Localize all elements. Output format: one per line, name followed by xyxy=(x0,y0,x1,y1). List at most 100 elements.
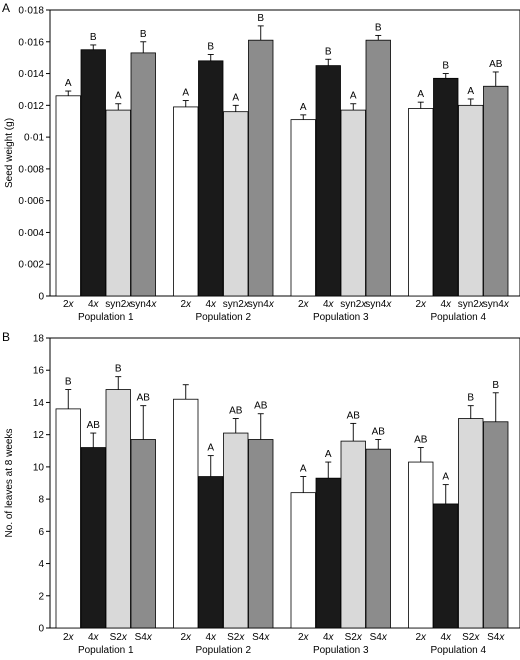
x-tick-label: 2x xyxy=(180,632,192,643)
plot-frame xyxy=(49,337,520,629)
y-tick-label: 8 xyxy=(38,495,44,506)
group-label: Population 4 xyxy=(430,645,486,656)
significance-letter: B xyxy=(375,22,382,33)
bar xyxy=(483,85,509,297)
x-tick-label: 4x xyxy=(205,632,217,643)
x-tick-label: syn2x xyxy=(458,299,485,310)
x-tick-label: 2x xyxy=(415,299,427,310)
x-tick-label: 4x xyxy=(323,632,335,643)
y-tick-label: 0 xyxy=(38,292,44,303)
x-tick-label: S2x xyxy=(110,632,128,643)
bar xyxy=(315,65,341,297)
bar xyxy=(365,448,391,629)
bar xyxy=(223,111,249,297)
bar xyxy=(198,60,224,297)
x-tick-label: 2x xyxy=(63,632,75,643)
significance-letter: A xyxy=(65,78,72,89)
significance-letter: A xyxy=(182,88,189,99)
bar xyxy=(55,408,81,629)
x-tick-label: S2x xyxy=(345,632,363,643)
y-tick-label: 16 xyxy=(33,366,45,377)
x-tick-label: syn4x xyxy=(365,299,392,310)
significance-letter: A xyxy=(350,91,357,102)
bar xyxy=(315,477,341,629)
bar xyxy=(55,95,81,297)
significance-letter: B xyxy=(90,32,97,43)
bar xyxy=(248,439,274,629)
panel-label: B xyxy=(2,330,10,344)
significance-letter: A xyxy=(300,464,307,475)
significance-letter: AB xyxy=(254,401,268,412)
chart-panel-a: A Seed weight (g) 0 0·002 0·004 0·006 0·008 0·0… xyxy=(2,1,520,323)
significance-letter: A xyxy=(115,91,122,102)
y-tick-label: 0·002 xyxy=(18,260,44,271)
x-tick-label: 2x xyxy=(298,299,310,310)
y-tick-label: 0·01 xyxy=(24,133,44,144)
significance-letter: B xyxy=(115,364,122,375)
significance-letter: B xyxy=(467,393,474,404)
significance-letter: B xyxy=(207,41,214,52)
bar xyxy=(290,492,316,629)
x-tick-label: 4x xyxy=(440,299,452,310)
x-tick-label: 2x xyxy=(415,632,427,643)
significance-letter: A xyxy=(232,92,239,103)
y-tick-label: 10 xyxy=(33,462,45,473)
x-tick-label: 2x xyxy=(298,632,310,643)
y-tick-label: 0·012 xyxy=(18,101,44,112)
group-label: Population 2 xyxy=(195,645,251,656)
x-tick-label: S2x xyxy=(462,632,480,643)
panel-label: A xyxy=(2,1,10,15)
x-tick-label: 4x xyxy=(440,632,452,643)
y-tick-label: 0·016 xyxy=(18,37,44,48)
x-tick-label: 2x xyxy=(63,299,75,310)
group-label: Population 2 xyxy=(195,312,251,323)
group-label: Population 3 xyxy=(313,645,369,656)
y-tick-label: 0 xyxy=(38,624,44,635)
x-tick-label: syn4x xyxy=(483,299,510,310)
bar xyxy=(483,421,509,629)
bar xyxy=(223,432,249,629)
x-tick-label: syn2x xyxy=(105,299,132,310)
significance-letter: B xyxy=(65,377,72,388)
x-tick-label: S4x xyxy=(370,632,388,643)
x-tick-label: 4x xyxy=(323,299,335,310)
bar xyxy=(458,104,484,297)
bar xyxy=(173,398,199,629)
x-tick-label: 4x xyxy=(88,632,100,643)
x-tick-label: S2x xyxy=(227,632,245,643)
significance-letter: A xyxy=(300,102,307,113)
bar xyxy=(105,109,131,297)
group-label: Population 3 xyxy=(313,312,369,323)
significance-letter: B xyxy=(140,29,147,40)
bar xyxy=(248,39,274,297)
group-label: Population 1 xyxy=(78,312,134,323)
bar xyxy=(290,119,316,297)
x-tick-label: 2x xyxy=(180,299,192,310)
bar xyxy=(433,77,459,297)
bar xyxy=(340,109,366,297)
x-tick-label: S4x xyxy=(252,632,270,643)
bar xyxy=(105,389,131,629)
x-tick-label: syn4x xyxy=(248,299,275,310)
significance-letter: AB xyxy=(229,406,243,417)
bar xyxy=(408,108,434,297)
significance-letter: AB xyxy=(372,427,386,438)
bar xyxy=(340,440,366,629)
y-tick-label: 14 xyxy=(33,398,45,409)
bar xyxy=(173,106,199,297)
significance-letter: A xyxy=(417,89,424,100)
bar xyxy=(130,439,156,629)
significance-letter: AB xyxy=(87,420,101,431)
bar xyxy=(408,461,434,629)
y-tick-label: 0·008 xyxy=(18,164,44,175)
bar xyxy=(365,39,391,297)
y-tick-label: 0·006 xyxy=(18,196,44,207)
y-tick-label: 6 xyxy=(38,527,44,538)
y-tick-label: 2 xyxy=(38,591,44,602)
x-tick-label: syn4x xyxy=(130,299,157,310)
x-tick-label: 4x xyxy=(88,299,100,310)
bar xyxy=(198,476,224,629)
significance-letter: AB xyxy=(347,410,361,421)
bar xyxy=(80,447,106,629)
